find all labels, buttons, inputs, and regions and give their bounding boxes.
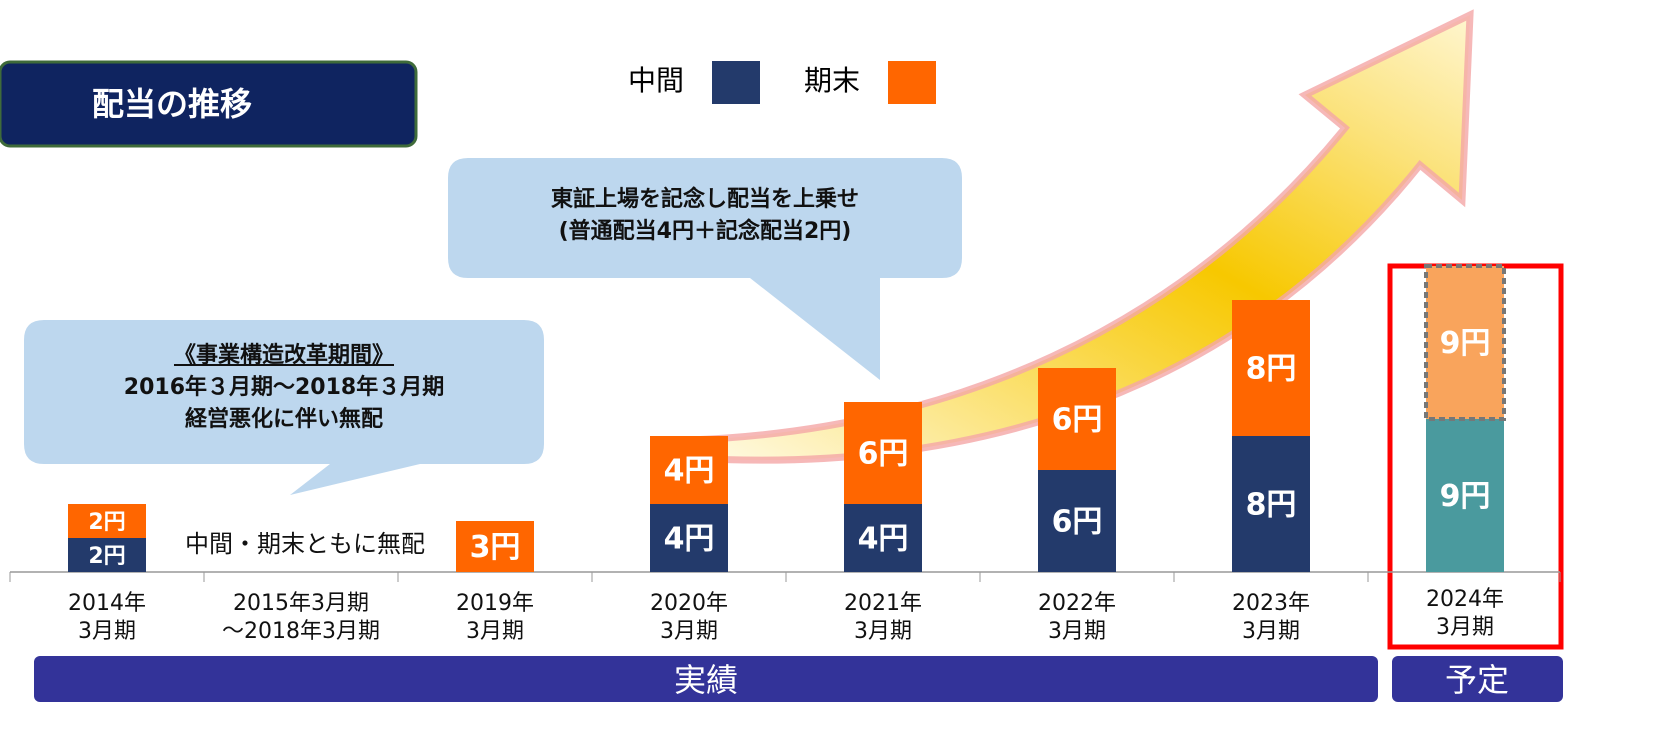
- legend-swatch: [888, 61, 936, 104]
- value-label: 4円: [664, 522, 715, 557]
- x-tick-label: 2019年 3月期: [398, 590, 592, 646]
- value-label: 9円: [1440, 326, 1491, 361]
- chart-title: 配当の推移: [92, 85, 252, 123]
- value-label: 8円: [1246, 488, 1297, 523]
- callout-text: (普通配当4円＋記念配当2円): [448, 216, 962, 248]
- x-tick-label: 2022年 3月期: [980, 590, 1174, 646]
- x-tick-label: 2024年 3月期: [1368, 586, 1562, 642]
- value-label: 4円: [664, 454, 715, 489]
- callout-text: 東証上場を記念し配当を上乗せ: [448, 184, 962, 216]
- x-tick-label: 2021年 3月期: [786, 590, 980, 646]
- callout-text: 経営悪化に伴い無配: [24, 404, 544, 436]
- x-tick-label: 2014年 3月期: [10, 590, 204, 646]
- value-label: 9円: [1440, 479, 1491, 514]
- callout-text: 2016年３月期～2018年３月期: [24, 372, 544, 404]
- x-tick-label: 2015年3月期 ～2018年3月期: [204, 590, 398, 646]
- value-label: 6円: [858, 437, 909, 472]
- value-label: 4円: [858, 522, 909, 557]
- annotation: 中間・期末ともに無配: [185, 530, 425, 558]
- period-label: 実績: [674, 661, 738, 699]
- legend-label: 中間: [628, 64, 684, 97]
- value-label: 3円: [470, 530, 521, 565]
- x-tick-label: 2020年 3月期: [592, 590, 786, 646]
- value-label: 2円: [88, 510, 125, 535]
- callout-text: 《事業構造改革期間》: [24, 340, 544, 372]
- value-label: 6円: [1052, 505, 1103, 540]
- page: 配当の推移 実績 予定 中間 期末 2円 2円 3円 4円 4円 4円 6円 6円 6円 8円 8円 9円…: [0, 0, 1671, 746]
- legend-swatch: [712, 61, 760, 104]
- value-label: 2円: [88, 544, 125, 569]
- legend-label: 期末: [804, 64, 860, 97]
- period-label: 予定: [1445, 661, 1509, 699]
- value-label: 8円: [1246, 352, 1297, 387]
- value-label: 6円: [1052, 403, 1103, 438]
- x-tick-label: 2023年 3月期: [1174, 590, 1368, 646]
